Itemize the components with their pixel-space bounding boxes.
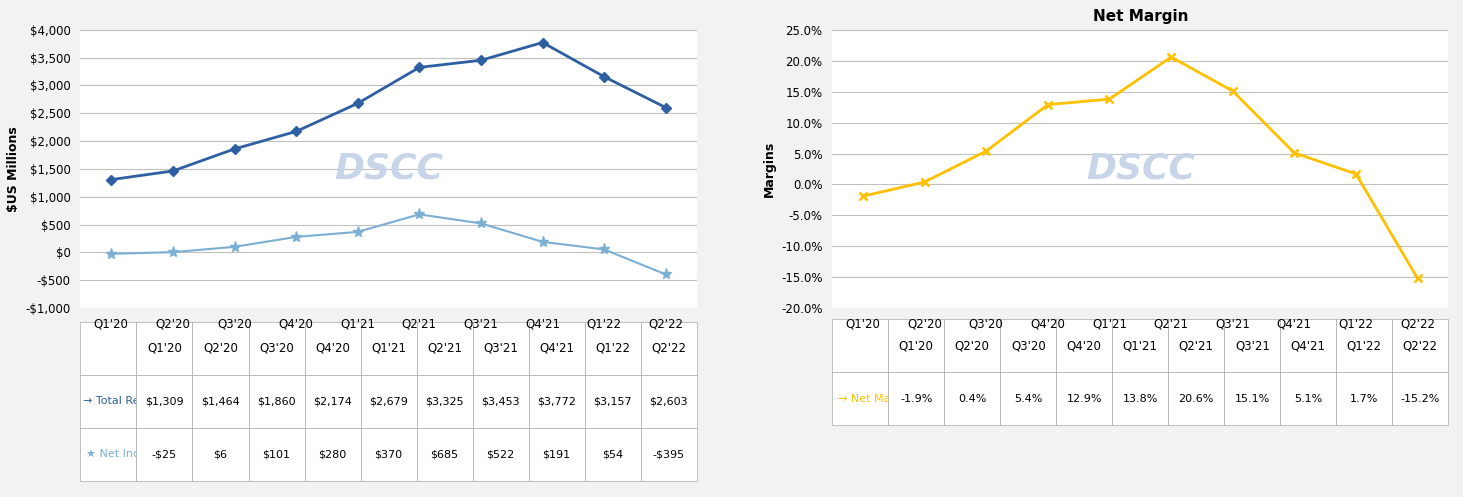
Y-axis label: $US Millions: $US Millions (7, 126, 20, 212)
Text: DSCC: DSCC (334, 152, 443, 186)
Y-axis label: Margins: Margins (762, 141, 775, 197)
Text: DSCC: DSCC (1086, 152, 1195, 186)
Title: Net Margin: Net Margin (1093, 9, 1188, 24)
